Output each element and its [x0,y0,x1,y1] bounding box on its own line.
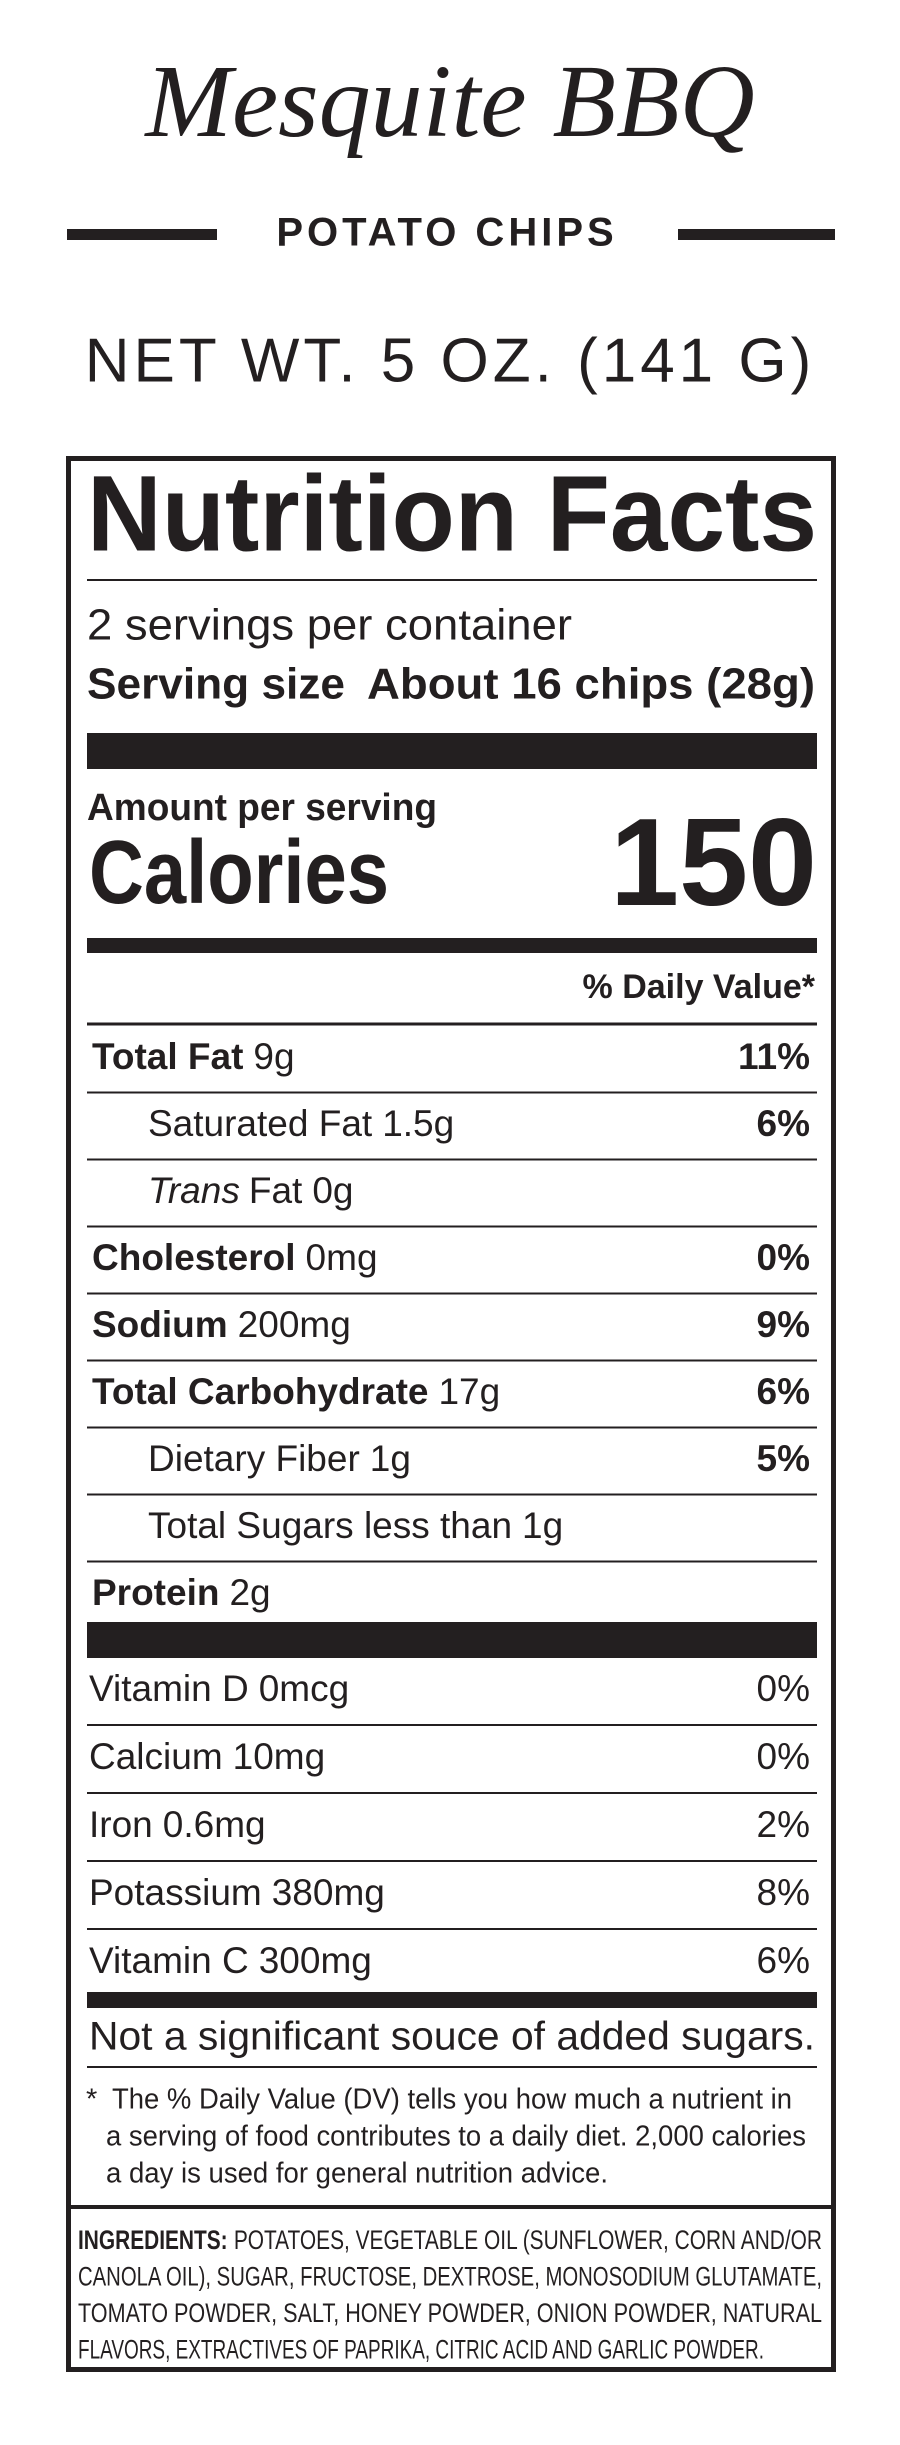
vitamin-dv: 0% [757,1736,810,1777]
nutrient-dv: 0% [757,1237,810,1278]
ingredients-label: INGREDIENTS: [78,2225,228,2255]
nutrient-name: Cholesterol [92,1237,296,1278]
rule-right [678,229,835,240]
nutrient-dv: 6% [757,1103,810,1144]
nutrient-amount: 0g [312,1170,353,1211]
footnote-line: The % Daily Value (DV) tells you how muc… [112,2084,792,2116]
nutrient-row: Dietary Fiber 1g [148,1438,411,1479]
nutrient-row: Sodium 200mg [92,1304,351,1345]
ingredients-line: FLAVORS, EXTRACTIVES OF PAPRIKA, CITRIC … [78,2335,764,2365]
thick-bar [87,1992,817,2008]
footnote-line: a day is used for general nutrition advi… [106,2158,608,2190]
ingredients-box [66,2205,836,2371]
nutrient-name: Sodium [92,1304,228,1345]
nutrient-name: Dietary Fiber [148,1438,360,1479]
vitamin-name: Vitamin C [89,1940,249,1981]
serving-size-value: About 16 chips (28g) [367,660,815,709]
nutrient-row: Protein 2g [92,1572,271,1613]
nutrient-name: Total Carbohydrate [92,1371,428,1412]
vitamin-name: Calcium [89,1736,223,1777]
nutrient-amount: 9g [253,1036,294,1077]
ingredients-line: TOMATO POWDER, SALT, HONEY POWDER, ONION… [78,2298,822,2328]
nutrient-amount: 200mg [238,1304,351,1345]
net-weight: NET WT. 5 OZ. (141 G) [85,326,816,395]
nutrient-dv: 5% [757,1438,810,1479]
nutrient-amount: 1g [522,1505,563,1546]
vitamin-name: Vitamin D [89,1668,249,1709]
nutrient-name-italic: Trans [148,1170,240,1211]
nutrient-amount: 2g [229,1572,270,1613]
nutrient-name: Total Fat [92,1036,243,1077]
calories-label: Calories [89,823,389,923]
product-subtitle: POTATO CHIPS [276,211,617,255]
nutrient-row: Saturated Fat 1.5g [148,1103,454,1144]
nutrient-row: Total Fat 9g [92,1036,295,1077]
nutrient-dv: 11% [738,1036,810,1077]
vitamin-dv: 2% [757,1804,810,1845]
nutrient-amount: 0mg [306,1237,378,1278]
nutrient-dv: 6% [757,1371,810,1412]
footnote-line: a serving of food contributes to a daily… [106,2121,806,2153]
ingredients-line: INGREDIENTS:POTATOES, VEGETABLE OIL (SUN… [78,2225,822,2255]
nutrient-row: Cholesterol 0mg [92,1237,378,1278]
servings: 2 servings per container [87,601,572,650]
serving-size-label: Serving size [87,660,345,709]
thick-bar [87,733,817,769]
vitamin-dv: 6% [757,1940,810,1981]
ingredients-line: CANOLA OIL), SUGAR, FRUCTOSE, DEXTROSE, … [78,2262,822,2292]
nutrient-name: Protein [92,1572,219,1613]
vitamin-row: Potassium 380mg [89,1872,385,1913]
ingredients-text: TOMATO POWDER, SALT, HONEY POWDER, ONION… [78,2298,822,2328]
vitamin-row: Vitamin C 300mg [89,1940,372,1981]
added-sugars-note: Not a significant souce of added sugars. [89,2015,815,2059]
calories-value: 150 [610,794,817,932]
amount-per-serving: Amount per serving [87,787,437,829]
thick-bar [87,1622,817,1658]
vitamin-amount: 380mg [272,1872,385,1913]
daily-value-header: % Daily Value* [583,968,816,1006]
product-title: Mesquite BBQ [143,44,754,159]
vitamin-row: Calcium 10mg [89,1736,325,1777]
footnote-marker: * [86,2084,97,2116]
nutrient-amount: 17g [438,1371,500,1412]
nutrient-row: Total Carbohydrate 17g [92,1371,500,1412]
ingredients-text: CANOLA OIL), SUGAR, FRUCTOSE, DEXTROSE, … [78,2262,822,2292]
ingredients-text: FLAVORS, EXTRACTIVES OF PAPRIKA, CITRIC … [78,2335,764,2365]
ingredients-text: POTATOES, VEGETABLE OIL (SUNFLOWER, CORN… [234,2225,822,2255]
nutrient-name: Total Sugars less than [148,1505,512,1546]
nutrient-amount: 1g [370,1438,411,1479]
nutrient-name: Fat [249,1170,303,1211]
nutrient-row: Trans Fat 0g [148,1170,353,1211]
nutrient-amount: 1.5g [382,1103,454,1144]
vitamin-amount: 0mcg [259,1668,349,1709]
nutrient-row: Total Sugars less than 1g [148,1505,563,1546]
facts-title: Nutrition Facts [87,453,817,574]
nutrient-dv: 9% [757,1304,810,1345]
vitamin-amount: 0.6mg [163,1804,266,1845]
vitamin-amount: 300mg [259,1940,372,1981]
vitamin-name: Potassium [89,1872,262,1913]
vitamin-amount: 10mg [233,1736,326,1777]
vitamin-dv: 8% [757,1872,810,1913]
vitamin-dv: 0% [757,1668,810,1709]
vitamin-row: Vitamin D 0mcg [89,1668,349,1709]
rule-left [67,229,217,240]
thick-bar [87,938,817,953]
vitamin-name: Iron [89,1804,153,1845]
vitamin-row: Iron 0.6mg [89,1804,266,1845]
nutrient-name: Saturated Fat [148,1103,373,1144]
